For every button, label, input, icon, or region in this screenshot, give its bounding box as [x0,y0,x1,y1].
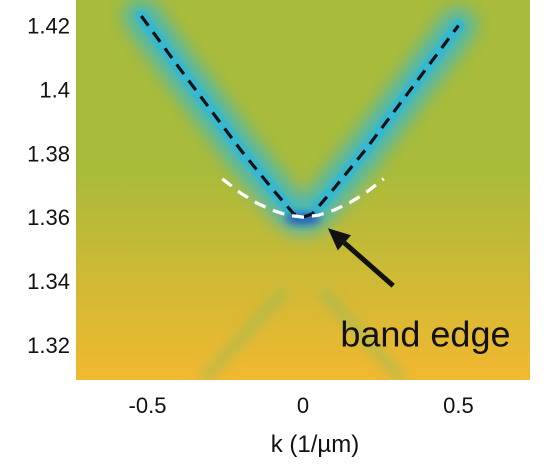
heatmap-background [76,0,530,380]
y-tick-label: 1.32 [27,333,70,358]
linear-fit-line [140,15,460,219]
annotation-arrow-shaft [342,240,395,288]
y-tick-label: 1.4 [39,77,70,102]
x-tick-label: -0.5 [129,393,167,418]
annotation-arrow-head [327,228,351,251]
fit-lines [140,15,460,219]
y-tick-label: 1.36 [27,205,70,230]
x-axis-label: k (1/µm) [271,431,360,458]
annotation-band-edge: band edge [340,313,510,354]
x-tick-label: 0 [297,393,309,418]
y-tick-label: 1.34 [27,269,70,294]
x-axis-ticks: -0.5 0 0.5 [129,393,474,418]
y-axis-ticks: 1.42 1.4 1.38 1.36 1.34 1.32 [27,14,70,358]
x-tick-label: 0.5 [443,393,474,418]
lower-band-right [318,287,406,380]
y-tick-label: 1.38 [27,141,70,166]
lower-band-left [200,287,288,380]
y-tick-label: 1.42 [27,14,70,39]
parabolic-fit-line [221,177,385,219]
